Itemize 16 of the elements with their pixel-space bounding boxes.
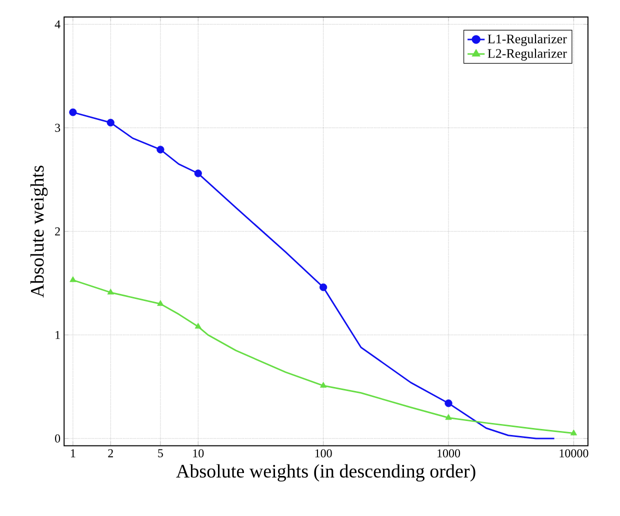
x-axis-title: Absolute weights (in descending order): [176, 464, 476, 482]
x-tick-label: 1000: [438, 449, 460, 458]
x-tick-label: 5: [158, 449, 163, 458]
x-tick-label: 100: [315, 449, 332, 458]
x-tick-label: 10: [193, 449, 204, 458]
y-tick-label: 3: [55, 124, 60, 132]
y-tick-label: 2: [55, 227, 60, 236]
y-tick-label: 4: [54, 20, 60, 28]
x-tick-label: 1: [70, 449, 76, 458]
legend-label: L1-Regularizer: [488, 34, 567, 46]
x-tick-label: 10000: [560, 449, 588, 458]
y-tick-label: 1: [56, 331, 60, 339]
y-tick-label: 0: [55, 434, 60, 443]
legend-label: L2-Regularizer: [488, 48, 567, 61]
y-axis-title: Absolute weights: [30, 166, 48, 298]
x-tick-label: 2: [108, 449, 113, 458]
